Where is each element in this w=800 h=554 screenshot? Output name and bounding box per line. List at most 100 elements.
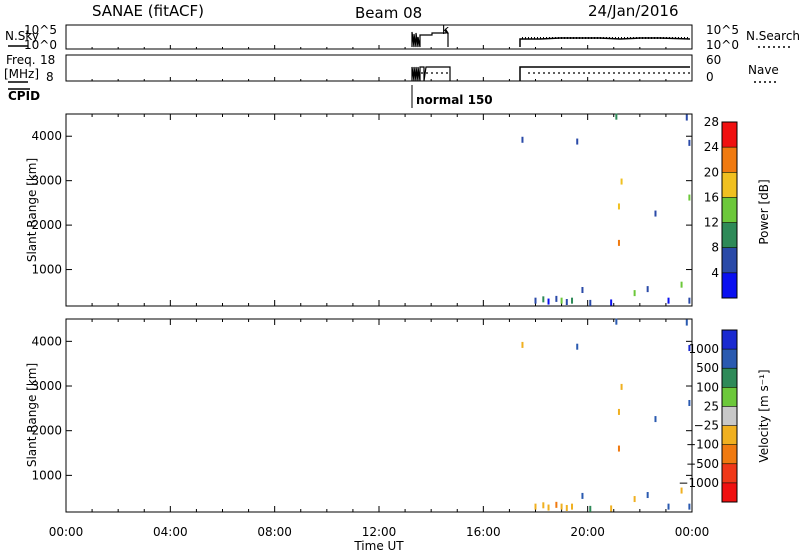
data-cell — [617, 239, 620, 246]
cpid-mode: normal 150 — [416, 93, 493, 107]
data-cell — [581, 492, 584, 499]
data-cell — [654, 416, 657, 423]
data-cell — [685, 114, 688, 121]
colorbar-segment — [722, 172, 737, 198]
data-cell — [576, 343, 579, 350]
data-cell — [688, 399, 691, 406]
data-cell — [646, 286, 649, 293]
colorbar-segment — [722, 444, 737, 464]
data-cell — [571, 503, 574, 510]
time-tick-label: 04:00 — [153, 525, 188, 539]
data-cell — [560, 503, 563, 510]
data-cell — [589, 505, 592, 512]
data-cell — [688, 194, 691, 201]
nsky-tick-top: 10^5 — [24, 23, 57, 37]
data-cell — [688, 139, 691, 146]
freq-label: Freq. — [6, 53, 36, 67]
colorbar-tick-label: 28 — [704, 115, 719, 129]
data-cell — [646, 492, 649, 499]
time-tick-label: 08:00 — [257, 525, 292, 539]
data-cell — [680, 487, 683, 494]
nsky-label: N.Sky — [5, 29, 39, 43]
data-cell — [589, 299, 592, 306]
data-cell — [615, 318, 618, 325]
data-cell — [521, 341, 524, 348]
freq-tick-bottom: 8 — [46, 70, 54, 84]
data-cell — [576, 138, 579, 145]
data-cell — [571, 297, 574, 304]
nave-label: Nave — [748, 63, 779, 77]
velocity-frame — [65, 318, 693, 513]
colorbar-segment — [722, 122, 737, 148]
data-cell — [620, 178, 623, 185]
colorbar-tick-label: 1000 — [688, 342, 719, 356]
colorbar-tick-label: 4 — [711, 266, 719, 280]
colorbar-tick-label: −500 — [686, 457, 719, 471]
nsky-trace-morning — [411, 28, 449, 48]
colorbar-segment — [722, 368, 737, 388]
nsearch-tick-top: 10^5 — [706, 23, 739, 37]
colorbar-segment — [722, 197, 737, 223]
freq-unit-label: [MHz] — [4, 67, 39, 81]
freq-panel: Freq. [MHz] 18 8 60 0 Nave — [4, 53, 779, 84]
data-cell — [534, 503, 537, 510]
data-cell — [688, 345, 691, 352]
velocity-colorbar: 1000 500 100 25 −25 −100 −500 −1000 — [678, 329, 738, 503]
data-cell — [565, 504, 568, 511]
colorbar-segment — [722, 330, 737, 350]
colorbar-segment — [722, 463, 737, 483]
colorbar-tick-label: 100 — [696, 380, 719, 394]
data-cell — [547, 504, 550, 511]
time-tick-label: 16:00 — [466, 525, 501, 539]
nsky-trace-evening — [519, 37, 691, 47]
time-tick-label: 12:00 — [362, 525, 397, 539]
power-frame — [65, 113, 693, 307]
data-cell — [685, 319, 688, 326]
y-tick-label: 1000 — [31, 263, 62, 277]
cpid-label: CPID — [8, 89, 40, 103]
velocity-colorbar-label: Velocity [m s⁻¹] — [757, 369, 771, 462]
colorbar-segment — [722, 349, 737, 369]
colorbar-tick-label: 16 — [704, 190, 719, 204]
nsky-tick-bottom: 10^0 — [24, 38, 57, 52]
colorbar-tick-label: 24 — [704, 140, 719, 154]
y-tick-label: 1000 — [31, 468, 62, 482]
nsearch-label: N.Search — [746, 29, 800, 43]
nave-tick-top: 60 — [706, 53, 721, 67]
time-axis: 00:00 04:00 08:00 12:00 16:00 20:00 00:00 — [49, 45, 710, 539]
freq-trace-morning — [411, 66, 451, 82]
data-cell — [560, 297, 563, 304]
colorbar-tick-label: 12 — [704, 216, 719, 230]
y-tick-label: 3000 — [31, 174, 62, 188]
data-cell — [620, 383, 623, 390]
colorbar-segment — [722, 272, 737, 298]
colorbar-tick-label: −100 — [686, 438, 719, 452]
data-cell — [654, 210, 657, 217]
nsky-flag: k — [442, 23, 449, 37]
colorbar-segment — [722, 482, 737, 502]
colorbar-tick-label: 25 — [704, 399, 719, 413]
colorbar-tick-label: 8 — [711, 241, 719, 255]
velocity-ylabel: Slant Range [km] — [25, 363, 39, 467]
colorbar-segment — [722, 425, 737, 445]
data-cell — [633, 290, 636, 297]
data-cell — [565, 299, 568, 305]
colorbar-tick-label: −25 — [694, 419, 719, 433]
power-ylabel: Slant Range [km] — [25, 158, 39, 262]
data-cell — [610, 505, 613, 512]
nsky-panel: N.Sky 10^5 10^0 10^5 10^0 N.Search k — [5, 23, 800, 52]
data-cell — [547, 298, 550, 305]
colorbar-segment — [722, 247, 737, 273]
colorbar-tick-label: −1000 — [678, 476, 719, 490]
power-colorbar: 4 8 12 16 20 24 28 — [704, 115, 738, 299]
colorbar-segment — [722, 387, 737, 407]
colorbar-segment — [722, 406, 737, 426]
data-cell — [680, 281, 683, 288]
data-cell — [667, 503, 670, 510]
data-cell — [615, 113, 618, 120]
data-cell — [617, 408, 620, 415]
data-cell — [542, 502, 545, 509]
station-title: SANAE (fitACF) — [92, 2, 204, 20]
time-tick-label: 00:00 — [675, 525, 710, 539]
